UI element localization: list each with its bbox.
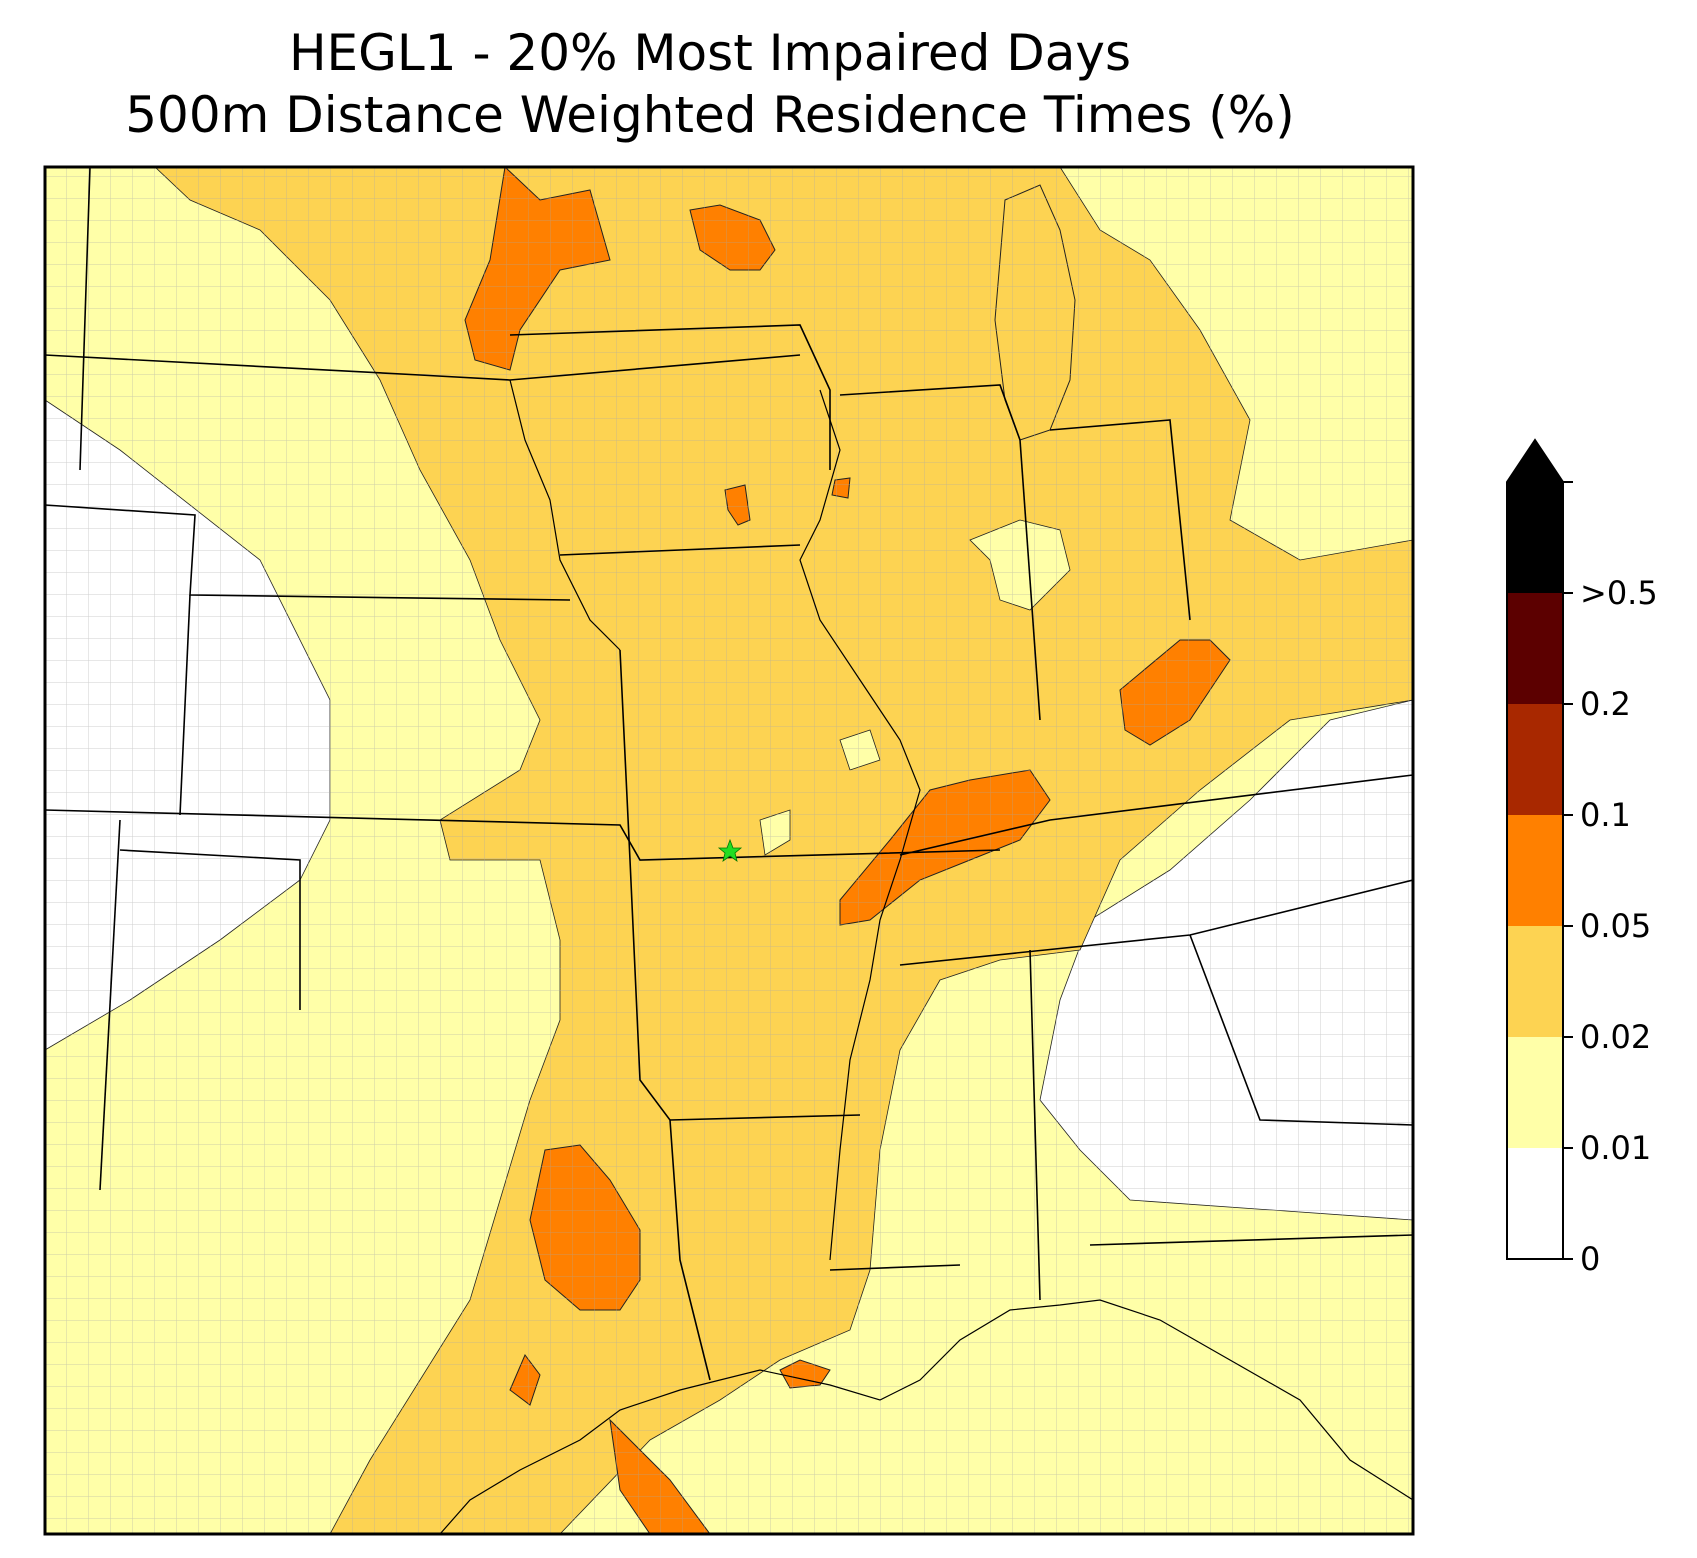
colorbar-tick-label-2: 0.02: [1580, 1018, 1651, 1056]
colorbar-tick-label-0: 0: [1580, 1240, 1600, 1278]
colorbar-band-0: [1507, 1148, 1563, 1259]
colorbar-band-1: [1507, 1037, 1563, 1148]
colorbar-band-2: [1507, 926, 1563, 1037]
colorbar: 0 0.01 0.02 0.05 0.1 0.2 >0.5: [1506, 438, 1658, 1278]
title-line-2: 500m Distance Weighted Residence Times (…: [125, 86, 1295, 144]
colorbar-outline: [1506, 438, 1564, 1260]
colorbar-tick-label-1: 0.01: [1580, 1129, 1651, 1167]
colorbar-band-5: [1507, 593, 1563, 704]
map-area: [45, 167, 1413, 1534]
colorbar-tick-label-4: 0.1: [1580, 796, 1631, 834]
colorbar-band-4: [1507, 704, 1563, 815]
map-title: HEGL1 - 20% Most Impaired Days 500m Dist…: [0, 22, 1420, 146]
colorbar-tick-label-6: >0.5: [1580, 574, 1658, 612]
state-boundaries: [45, 167, 1413, 1381]
colorbar-tick-label-5: 0.2: [1580, 685, 1631, 723]
colorbar-ticks: [1563, 481, 1573, 1260]
title-line-1: HEGL1 - 20% Most Impaired Days: [288, 24, 1132, 82]
map-frame: [43, 165, 1415, 1536]
receptor-star-icon: [717, 838, 743, 862]
colorbar-band-3: [1507, 815, 1563, 926]
rivers-and-coast: [439, 379, 1413, 1534]
colorbar-tick-label-3: 0.05: [1580, 907, 1651, 945]
colorbar-extend-arrow: [1507, 440, 1563, 593]
